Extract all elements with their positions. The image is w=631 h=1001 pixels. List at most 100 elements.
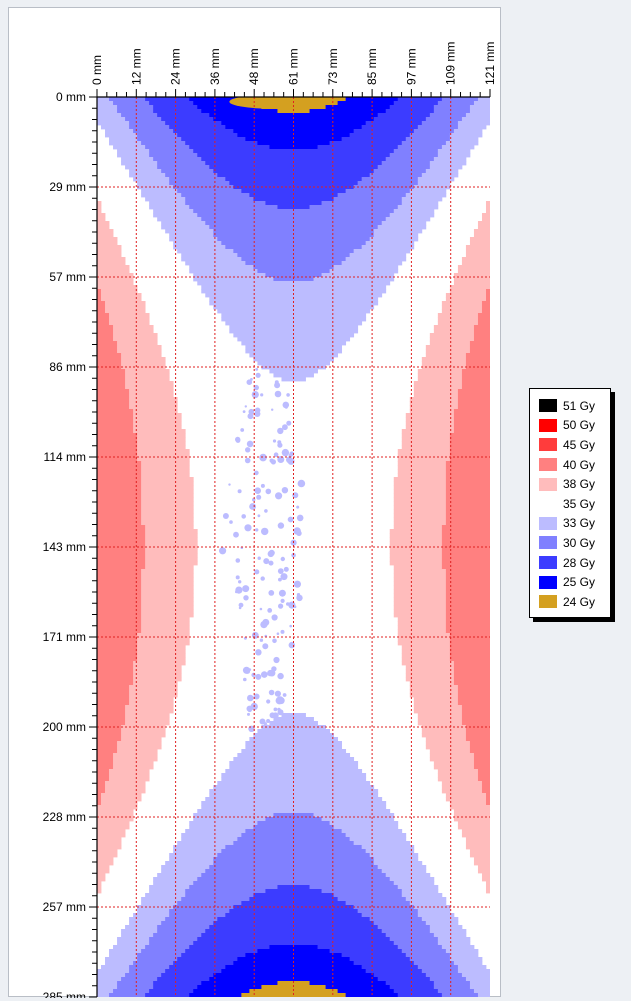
dose-cell <box>117 941 150 946</box>
dose-cell <box>153 877 198 882</box>
dose-cell <box>189 205 278 210</box>
dose-cell <box>357 181 419 186</box>
dose-cell <box>477 321 490 326</box>
dose-cell <box>465 361 490 366</box>
dose-cell <box>429 757 475 762</box>
dose-cell <box>249 989 339 994</box>
dose-cell <box>401 657 451 662</box>
dose-cell <box>262 643 269 650</box>
dose-cell <box>425 741 471 746</box>
dose-cell <box>221 317 367 322</box>
dose-cell <box>413 701 459 706</box>
dose-cell <box>97 105 118 110</box>
dose-cell <box>385 981 435 986</box>
dose-cell <box>97 761 114 766</box>
dose-cell <box>465 977 490 982</box>
dose-cell <box>109 993 146 997</box>
dose-cell <box>421 173 459 178</box>
dose-cell <box>97 729 122 734</box>
dose-cell <box>97 429 134 434</box>
dose-cell <box>141 577 194 582</box>
dose-cell <box>262 618 270 626</box>
dose-cell <box>445 577 490 582</box>
dose-cell <box>401 893 443 898</box>
dose-cell <box>333 265 399 270</box>
dose-cell <box>97 225 110 230</box>
dose-cell <box>369 917 423 922</box>
dose-cell <box>296 514 304 522</box>
dose-cell <box>97 289 102 294</box>
dose-cell <box>141 581 194 586</box>
dose-cell <box>177 901 242 906</box>
dose-cell <box>445 593 490 598</box>
dose-cell <box>276 632 280 635</box>
dose-cell <box>461 369 490 374</box>
dose-cell <box>173 241 222 246</box>
dose-cell <box>473 229 490 234</box>
dose-cell <box>481 301 490 306</box>
dose-cell <box>97 201 102 206</box>
dose-cell <box>272 638 277 644</box>
dose-cell <box>137 453 190 458</box>
dose-cell <box>445 581 490 586</box>
dose-cell <box>377 225 427 230</box>
dose-cell <box>201 109 278 114</box>
dose-cell <box>269 731 274 735</box>
dose-cell <box>97 885 102 890</box>
dose-cell <box>280 573 288 581</box>
dose-cell <box>453 421 490 426</box>
dose-cell <box>461 833 490 838</box>
dose-cell <box>437 317 479 322</box>
dose-cell <box>397 641 451 646</box>
dose-cell <box>97 501 142 506</box>
dose-cell <box>277 691 281 696</box>
dose-cell <box>141 189 178 194</box>
dose-cell <box>97 473 142 478</box>
dose-cell <box>229 329 359 334</box>
dose-cell <box>213 233 375 238</box>
dose-cell <box>361 845 415 850</box>
dose-cell <box>244 524 252 532</box>
dose-cell <box>201 805 387 810</box>
dose-cell <box>429 753 475 758</box>
dose-cell <box>141 141 186 146</box>
dose-cell <box>217 173 371 178</box>
dose-cell <box>113 753 158 758</box>
dose-cell <box>260 393 264 397</box>
dose-cell <box>113 757 158 762</box>
dose-cell <box>157 925 210 930</box>
dose-cell <box>141 465 190 470</box>
dose-cell <box>453 677 490 682</box>
x-tick-label: 36 mm <box>208 48 222 85</box>
dose-cell <box>243 677 247 682</box>
dose-cell <box>97 265 130 270</box>
dose-cell <box>393 505 447 510</box>
dose-cell <box>381 869 427 874</box>
dose-cell <box>409 901 447 906</box>
dose-cell <box>97 313 110 318</box>
dose-cell <box>473 857 490 862</box>
dose-cell <box>469 981 490 986</box>
dose-cell <box>125 381 174 386</box>
dose-cell <box>393 613 447 618</box>
x-tick-label: 73 mm <box>326 48 340 85</box>
dose-cell <box>361 965 419 970</box>
dose-cell <box>169 233 214 238</box>
dose-cell <box>137 181 170 186</box>
dose-cell <box>213 229 375 234</box>
dose-cell <box>97 773 110 778</box>
dose-cell <box>173 845 226 850</box>
dose-cell <box>129 697 174 702</box>
dose-cell <box>213 973 375 978</box>
dose-cell <box>97 821 130 826</box>
dose-cell <box>461 705 490 710</box>
dose-cell <box>389 937 439 942</box>
dose-cell <box>97 245 122 250</box>
dose-cell <box>97 809 134 814</box>
dose-cell <box>133 677 182 682</box>
dose-cell <box>233 757 355 762</box>
dose-cell <box>246 440 254 448</box>
dose-cell <box>413 389 459 394</box>
dose-cell <box>405 137 451 142</box>
dose-cell <box>473 325 490 330</box>
